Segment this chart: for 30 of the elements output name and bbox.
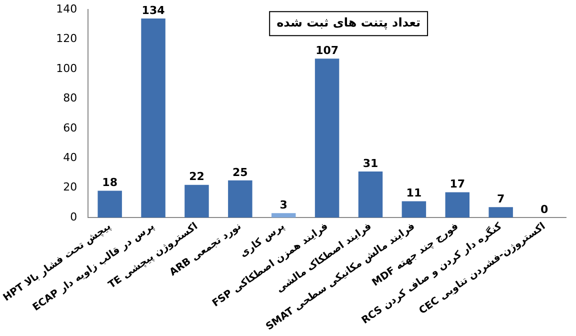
bar [445, 192, 470, 218]
bar [488, 207, 513, 218]
bar [358, 171, 383, 218]
bar [141, 18, 166, 218]
data-label: 18 [102, 176, 118, 190]
data-label: 11 [406, 186, 422, 200]
y-tick-label: 60 [63, 121, 78, 134]
y-tick-label: 100 [56, 62, 78, 75]
data-label: 31 [362, 156, 378, 170]
data-label: 134 [142, 4, 166, 17]
data-label: 0 [540, 202, 548, 216]
data-label: 22 [189, 170, 204, 184]
y-tick-label: 0 [70, 210, 78, 224]
data-label: 107 [316, 44, 339, 57]
bar [314, 58, 340, 218]
data-label: 17 [450, 178, 466, 191]
bar [184, 184, 209, 218]
data-label: 7 [497, 192, 505, 206]
y-tick-label: 120 [56, 32, 78, 46]
y-tick-label: 80 [63, 92, 78, 105]
bar [402, 201, 426, 218]
bar [271, 213, 296, 218]
y-tick-label: 40 [63, 150, 78, 164]
bar [98, 190, 122, 218]
text: تعداد پتنت های ثبت شده [276, 16, 421, 30]
y-tick-label: 20 [63, 180, 78, 194]
bar [228, 180, 252, 218]
data-label: 3 [280, 198, 288, 212]
data-label: 25 [232, 166, 248, 179]
y-tick-label: 140 [56, 2, 78, 16]
